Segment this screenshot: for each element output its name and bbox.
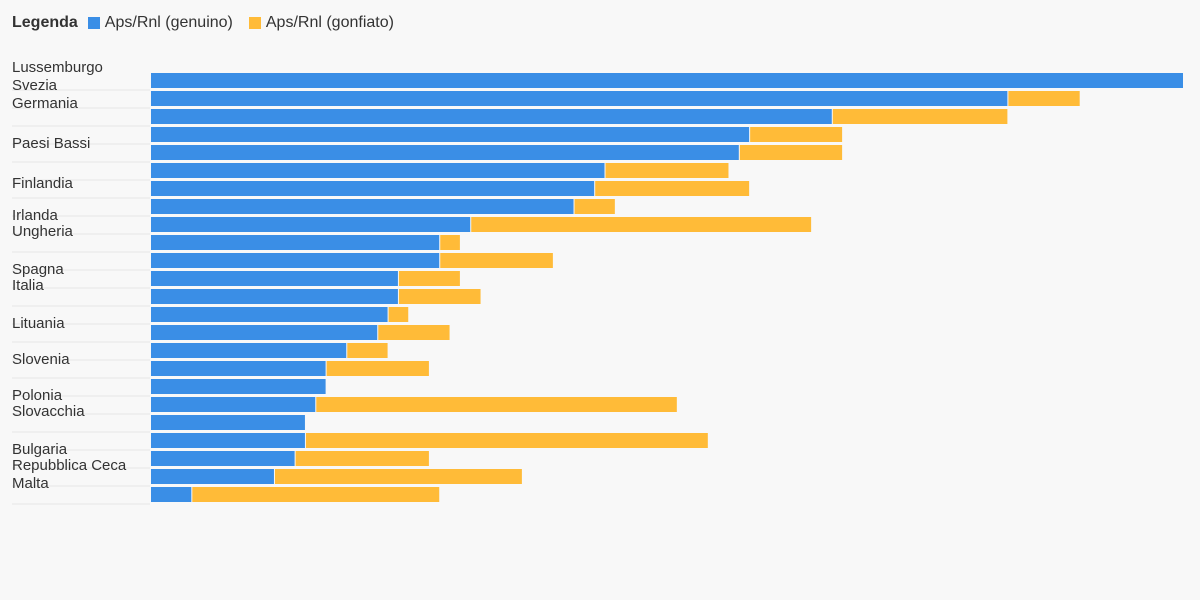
- bar-genuine[interactable]: [151, 433, 305, 448]
- bar-genuine[interactable]: [151, 487, 192, 502]
- bar-genuine[interactable]: [151, 73, 1183, 88]
- legend: Legenda Aps/Rnl (genuino) Aps/Rnl (gonfi…: [12, 14, 410, 32]
- bar-genuine[interactable]: [151, 163, 605, 178]
- bar-inflated[interactable]: [739, 145, 843, 160]
- category-label: Irlanda: [12, 207, 59, 224]
- legend-swatch-genuine: [87, 17, 100, 29]
- bar-genuine[interactable]: [151, 325, 378, 340]
- bar-inflated[interactable]: [440, 253, 553, 268]
- category-label: Slovenia: [12, 351, 70, 368]
- bar-genuine[interactable]: [151, 217, 471, 232]
- category-label: Ungheria: [12, 223, 74, 240]
- bar-genuine[interactable]: [151, 379, 326, 394]
- bar-genuine[interactable]: [151, 109, 832, 124]
- legend-label-genuine: Aps/Rnl (genuino): [104, 14, 233, 31]
- category-label: Paesi Bassi: [12, 135, 90, 152]
- category-label: Lussemburgo: [12, 59, 103, 76]
- bar-genuine[interactable]: [151, 181, 595, 196]
- bar-genuine[interactable]: [151, 91, 1008, 106]
- category-label: Slovacchia: [12, 403, 85, 420]
- bar-inflated[interactable]: [471, 217, 812, 232]
- legend-item-inflated[interactable]: Aps/Rnl (gonfiato): [248, 14, 394, 32]
- bar-inflated[interactable]: [274, 469, 522, 484]
- bar-genuine[interactable]: [151, 397, 316, 412]
- bar-genuine[interactable]: [151, 253, 440, 268]
- category-label: Germania: [12, 95, 79, 112]
- bar-genuine[interactable]: [151, 361, 326, 376]
- legend-title: Legenda: [12, 14, 78, 31]
- bar-inflated[interactable]: [832, 109, 1008, 124]
- category-label: Malta: [12, 475, 49, 492]
- bar-inflated[interactable]: [316, 397, 677, 412]
- legend-label-inflated: Aps/Rnl (gonfiato): [265, 14, 394, 31]
- category-label: Repubblica Ceca: [12, 457, 127, 474]
- bar-inflated[interactable]: [305, 433, 708, 448]
- category-label: Finlandia: [12, 175, 74, 192]
- bar-inflated[interactable]: [574, 199, 615, 214]
- bar-genuine[interactable]: [151, 145, 739, 160]
- bar-genuine[interactable]: [151, 343, 347, 358]
- bar-genuine[interactable]: [151, 235, 440, 250]
- bar-genuine[interactable]: [151, 469, 274, 484]
- bar-inflated[interactable]: [347, 343, 388, 358]
- bar-inflated[interactable]: [192, 487, 440, 502]
- bar-genuine[interactable]: [151, 307, 388, 322]
- bar-genuine[interactable]: [151, 271, 398, 286]
- category-label: Spagna: [12, 261, 64, 278]
- bar-inflated[interactable]: [440, 235, 460, 250]
- bar-inflated[interactable]: [326, 361, 429, 376]
- category-label: Svezia: [12, 77, 58, 94]
- category-label: Polonia: [12, 387, 63, 404]
- legend-item-genuine[interactable]: Aps/Rnl (genuino): [87, 14, 233, 32]
- bar-genuine[interactable]: [151, 199, 574, 214]
- category-label: Bulgaria: [12, 441, 68, 458]
- category-label: Italia: [12, 277, 44, 294]
- bar-inflated[interactable]: [398, 271, 460, 286]
- bar-inflated[interactable]: [295, 451, 429, 466]
- bar-inflated[interactable]: [750, 127, 843, 142]
- bar-genuine[interactable]: [151, 289, 398, 304]
- legend-swatch-inflated: [248, 17, 261, 29]
- bar-inflated[interactable]: [595, 181, 750, 196]
- category-label: Lituania: [12, 315, 65, 332]
- bar-genuine[interactable]: [151, 451, 295, 466]
- bar-inflated[interactable]: [388, 307, 409, 322]
- bar-inflated[interactable]: [605, 163, 729, 178]
- bar-genuine[interactable]: [151, 127, 750, 142]
- bar-inflated[interactable]: [398, 289, 481, 304]
- bar-inflated[interactable]: [1008, 91, 1080, 106]
- bar-genuine[interactable]: [151, 415, 305, 430]
- bar-inflated[interactable]: [378, 325, 450, 340]
